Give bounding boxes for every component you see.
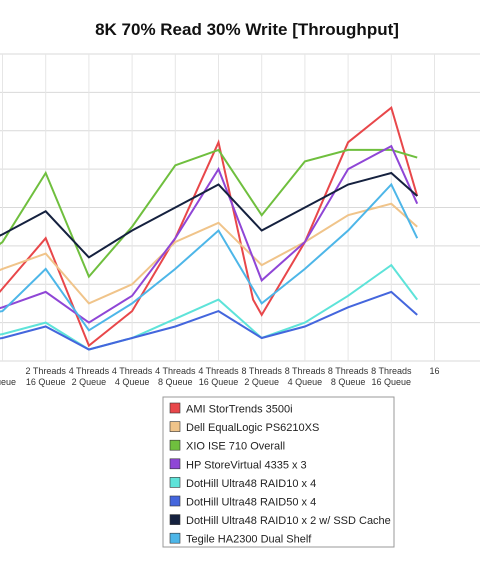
x-tick-label: 2 Queue — [72, 377, 107, 387]
x-tick-label: 4 Queue — [288, 377, 323, 387]
x-tick-label: 16 — [429, 366, 439, 376]
legend-label: DotHill Ultra48 RAID10 x 4 — [186, 478, 316, 490]
series-line-0 — [0, 105, 419, 348]
legend-label: DotHill Ultra48 RAID10 x 2 w/ SSD Cache — [186, 515, 391, 527]
x-tick-label: 8 Threads — [371, 366, 412, 376]
series-line-7 — [0, 182, 419, 332]
legend-swatch — [169, 495, 181, 507]
x-tick-label: 8 Queue — [158, 377, 193, 387]
series-line-4 — [0, 263, 418, 351]
x-tick-label: 16 Queue — [26, 377, 66, 387]
series-line-3 — [0, 144, 419, 324]
legend-swatch — [169, 477, 181, 488]
x-tick-label: 2 Queue — [244, 377, 279, 387]
legend-label: HP StoreVirtual 4335 x 3 — [186, 459, 307, 471]
legend-label: AMI StorTrends 3500i — [186, 404, 293, 416]
x-tick-label: 16 Queue — [199, 377, 239, 387]
legend-label: Dell EqualLogic PS6210XS — [186, 422, 319, 434]
x-tick-label: 8 Queue — [331, 377, 366, 387]
x-tick-label: 4 Threads — [155, 366, 196, 376]
legend-swatch — [169, 458, 181, 470]
series-line-1 — [0, 202, 418, 305]
x-tick-label: Queue — [0, 377, 16, 387]
legend-label: DotHill Ultra48 RAID50 x 4 — [186, 497, 316, 509]
x-tick-label: 8 Threads — [328, 366, 369, 376]
x-tick-label: 4 Threads — [112, 366, 153, 376]
x-tick-label: 4 Threads — [69, 366, 110, 376]
legend-swatch — [169, 402, 181, 414]
x-tick-label: 8 Threads — [242, 366, 283, 376]
legend-swatch — [169, 514, 181, 525]
chart-title: 8K 70% Read 30% Write [Throughput] — [95, 20, 399, 39]
legend: AMI StorTrends 3500i Dell EqualLogic PS62… — [162, 396, 395, 548]
x-tick-label: 2 Threads — [26, 366, 67, 376]
series-lines — [0, 105, 419, 351]
legend-label: Tegile HA2300 Dual Shelf — [186, 534, 312, 546]
series-line-6 — [0, 171, 418, 259]
legend-swatch — [169, 439, 181, 451]
x-tick-label: 8 Threads — [285, 366, 326, 376]
x-tick-label: 4 Threads — [198, 366, 239, 376]
legend-swatch — [169, 421, 181, 432]
legend-label: XIO ISE 710 Overall — [186, 441, 285, 453]
x-tick-label: 4 Queue — [115, 377, 150, 387]
legend-box — [162, 396, 395, 548]
legend-swatch — [169, 532, 181, 544]
series-line-2 — [0, 148, 418, 279]
x-tick-label: 16 Queue — [372, 377, 412, 387]
series-line-5 — [0, 290, 418, 351]
